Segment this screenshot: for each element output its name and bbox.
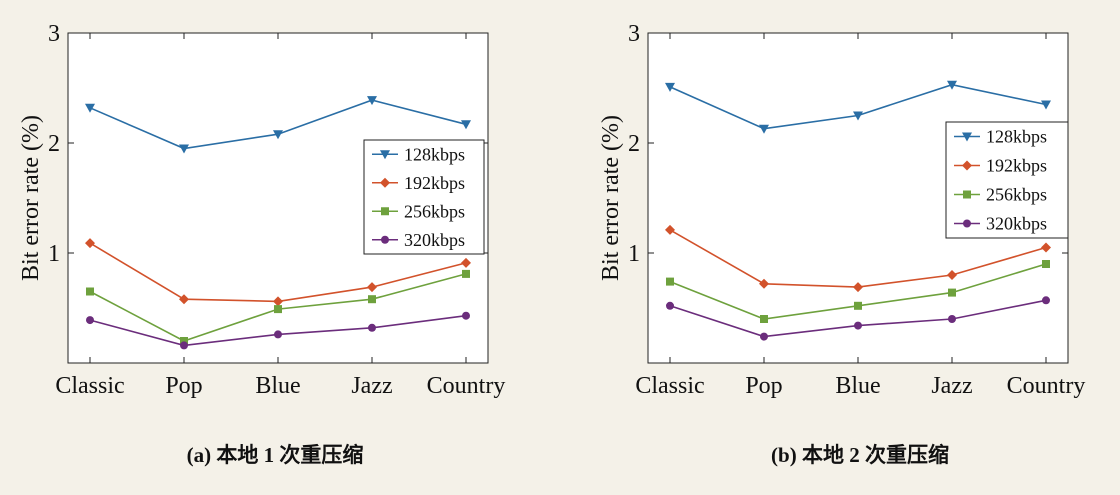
legend-marker (962, 160, 972, 171)
data-point (274, 330, 282, 339)
legend-label: 192kbps (986, 156, 1047, 176)
x-tick-label: Jazz (931, 373, 972, 399)
data-point (367, 282, 377, 293)
data-point (760, 332, 768, 341)
chart-panel-b: 1 2 3 Classic Pop Blue Jazz Country Bit error ra… (598, 21, 1086, 467)
data-point (461, 120, 471, 130)
data-point (1042, 260, 1050, 268)
data-point (1041, 242, 1051, 253)
legend-marker (963, 190, 971, 199)
legend-label: 192kbps (404, 173, 465, 193)
data-point (759, 124, 769, 134)
data-point (180, 337, 188, 345)
data-point (666, 301, 674, 310)
series-192kbps (665, 224, 1051, 293)
x-tick-label: Blue (835, 373, 880, 399)
data-point (368, 323, 376, 332)
x-tick-label: Jazz (351, 373, 392, 399)
data-point (367, 96, 377, 106)
data-point (462, 311, 470, 320)
legend-marker (962, 132, 972, 142)
legend-marker (380, 177, 390, 188)
legend-box (363, 139, 485, 255)
legend-marker (381, 207, 389, 216)
legend-label: 128kbps (404, 144, 465, 164)
series-128kbps (665, 80, 1051, 134)
data-point (461, 257, 471, 268)
data-point (665, 224, 675, 235)
data-point (462, 269, 470, 278)
data-point (179, 144, 189, 154)
legend-label: 320kbps (986, 214, 1047, 234)
x-tick-label: Country (427, 373, 506, 399)
legend-marker (381, 235, 389, 244)
y-tick-label: 3 (48, 21, 60, 47)
data-point (947, 270, 957, 280)
data-point (274, 305, 282, 314)
data-point (85, 238, 95, 249)
series-320kbps (666, 296, 1050, 341)
y-tick-label: 2 (48, 131, 60, 157)
legend: 128kbps 192kbps 256kbps 320kbps (945, 121, 1069, 239)
data-point (180, 341, 188, 350)
x-tick-label: Classic (635, 373, 704, 399)
chart-panel-a: 1 2 3 Classic Pop Blue Jazz Country Bit error ra… (18, 21, 506, 467)
legend-box (945, 121, 1069, 239)
data-point (86, 287, 94, 296)
series-256kbps (86, 269, 470, 345)
y-axis-label: Bit error rate (%) (598, 115, 624, 281)
legend-label: 128kbps (986, 127, 1047, 147)
legend-label: 256kbps (986, 185, 1047, 205)
x-tick-label: Classic (55, 373, 124, 399)
y-tick-label: 2 (628, 131, 640, 157)
panel-caption: (a) 本地 1 次重压缩 (187, 443, 364, 467)
data-point (666, 277, 674, 286)
data-point (368, 295, 376, 304)
data-point (179, 294, 189, 305)
data-point (273, 130, 283, 140)
x-tick-label: Pop (745, 373, 782, 399)
data-point (665, 82, 675, 92)
legend-label: 320kbps (404, 230, 465, 250)
data-point (853, 282, 863, 293)
data-point (760, 315, 768, 323)
series-192kbps (85, 238, 471, 307)
series-320kbps (86, 311, 470, 350)
data-point (85, 103, 95, 113)
y-tick-label: 3 (628, 21, 640, 47)
data-point (86, 316, 94, 325)
data-point (759, 278, 769, 289)
panel-caption: (b) 本地 2 次重压缩 (771, 443, 949, 467)
data-point (853, 111, 863, 121)
legend-marker (963, 219, 971, 228)
data-point (273, 296, 283, 307)
x-tick-label: Pop (165, 373, 202, 399)
data-point (948, 288, 956, 297)
data-point (854, 321, 862, 330)
y-tick-label: 1 (628, 241, 640, 267)
y-axis-label: Bit error rate (%) (18, 115, 44, 281)
y-tick-label: 1 (48, 241, 60, 267)
data-point (1041, 100, 1051, 110)
data-point (948, 315, 956, 323)
data-point (1042, 296, 1050, 305)
legend-label: 256kbps (404, 201, 465, 221)
data-point (947, 80, 957, 90)
legend-marker (380, 150, 390, 160)
legend: 128kbps 192kbps 256kbps 320kbps (363, 139, 485, 255)
data-point (854, 301, 862, 310)
series-256kbps (666, 260, 1050, 323)
series-128kbps (85, 96, 471, 154)
x-tick-label: Country (1007, 373, 1086, 399)
x-tick-label: Blue (255, 373, 300, 399)
